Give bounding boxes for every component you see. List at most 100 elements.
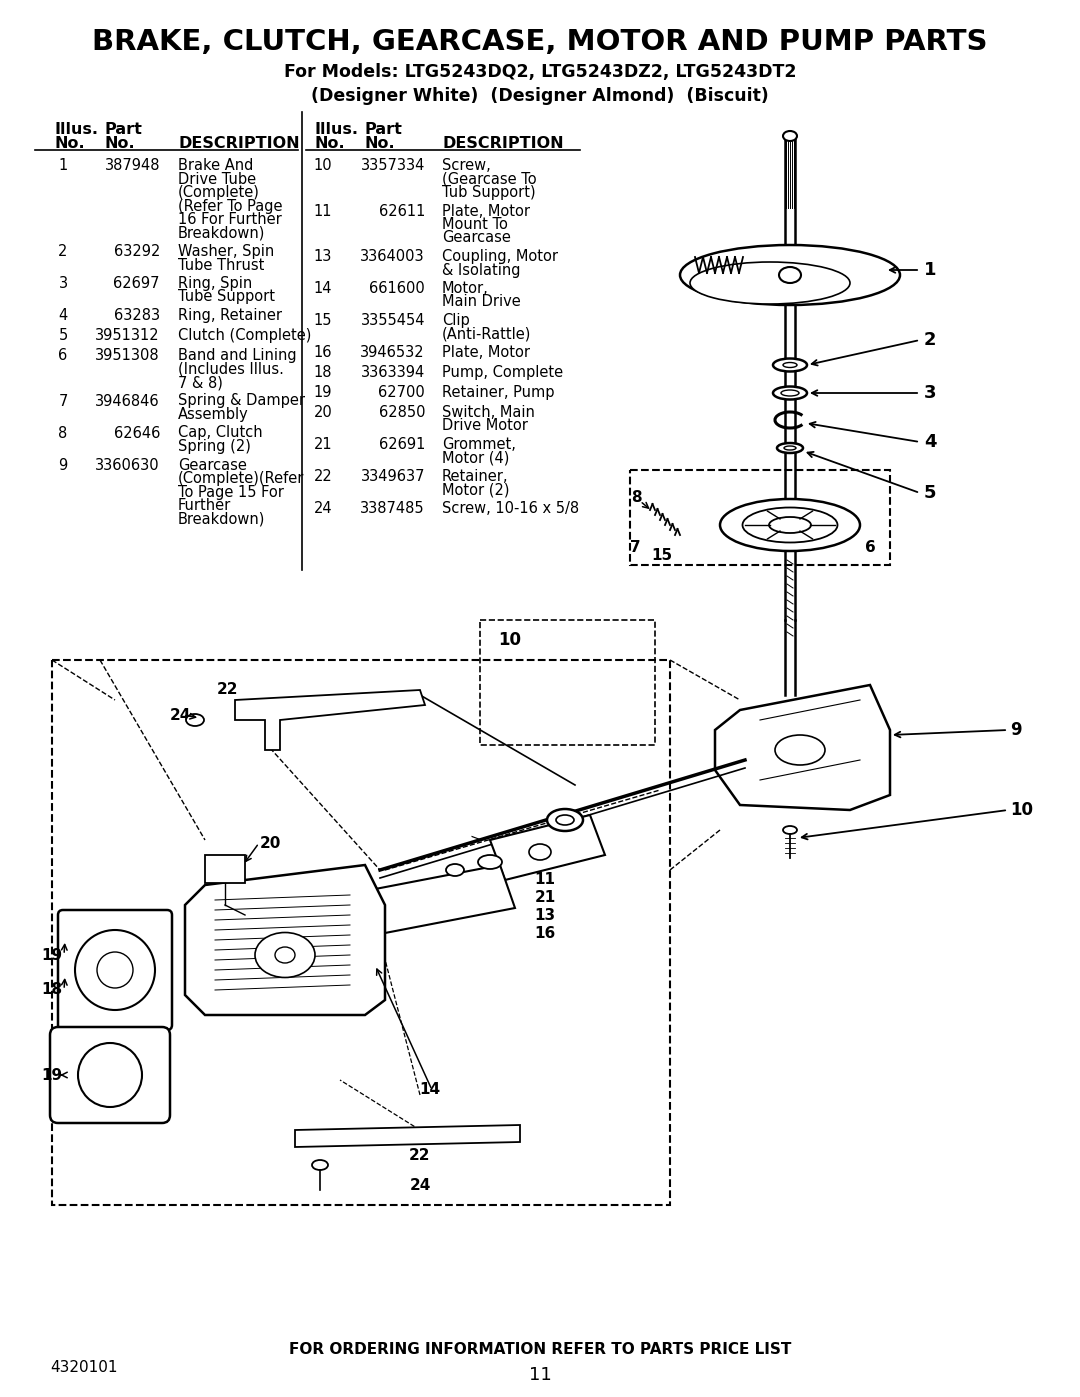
Text: No.: No. xyxy=(365,136,395,151)
Text: Part: Part xyxy=(365,122,403,137)
Text: Grommet,: Grommet, xyxy=(442,437,516,453)
Text: 3363394: 3363394 xyxy=(361,365,426,380)
Text: 13: 13 xyxy=(314,249,333,264)
Text: Screw, 10-16 x 5/8: Screw, 10-16 x 5/8 xyxy=(442,502,579,515)
Text: 16 For Further: 16 For Further xyxy=(178,212,282,226)
Text: 21: 21 xyxy=(535,890,555,905)
Text: Clip: Clip xyxy=(442,313,470,328)
Text: Breakdown): Breakdown) xyxy=(178,225,266,240)
Text: 19: 19 xyxy=(41,1067,62,1083)
Text: 11: 11 xyxy=(535,873,555,887)
Text: 62700: 62700 xyxy=(378,386,426,400)
Text: 24: 24 xyxy=(170,707,191,722)
Text: 2: 2 xyxy=(924,331,936,349)
Ellipse shape xyxy=(773,359,807,372)
Circle shape xyxy=(78,1044,141,1106)
Polygon shape xyxy=(235,690,426,750)
Text: (Designer White)  (Designer Almond)  (Biscuit): (Designer White) (Designer Almond) (Bisc… xyxy=(311,87,769,105)
Text: 10: 10 xyxy=(1010,800,1032,819)
Ellipse shape xyxy=(777,443,804,453)
Text: Pump, Complete: Pump, Complete xyxy=(442,365,563,380)
Bar xyxy=(480,620,654,745)
Ellipse shape xyxy=(781,390,799,395)
Text: 7 & 8): 7 & 8) xyxy=(178,374,222,390)
Bar xyxy=(205,855,245,883)
Ellipse shape xyxy=(783,362,797,367)
Text: 387948: 387948 xyxy=(105,158,160,173)
Text: 19: 19 xyxy=(41,947,62,963)
Text: 3387485: 3387485 xyxy=(361,502,426,515)
Text: 24: 24 xyxy=(409,1178,431,1193)
Ellipse shape xyxy=(478,855,502,869)
Text: (Gearcase To: (Gearcase To xyxy=(442,172,537,187)
Text: To Page 15 For: To Page 15 For xyxy=(178,485,284,500)
Text: Motor (2): Motor (2) xyxy=(442,482,510,497)
Text: 4320101: 4320101 xyxy=(50,1361,118,1376)
Text: 1: 1 xyxy=(924,261,936,279)
Ellipse shape xyxy=(769,517,811,534)
Text: 18: 18 xyxy=(41,982,62,997)
Text: Retainer,: Retainer, xyxy=(442,469,509,483)
Text: DESCRIPTION: DESCRIPTION xyxy=(178,136,299,151)
Bar xyxy=(630,469,890,564)
Text: (Anti-Rattle): (Anti-Rattle) xyxy=(442,327,531,341)
Ellipse shape xyxy=(275,947,295,963)
Text: Breakdown): Breakdown) xyxy=(178,511,266,527)
Text: FOR ORDERING INFORMATION REFER TO PARTS PRICE LIST: FOR ORDERING INFORMATION REFER TO PARTS … xyxy=(288,1343,792,1358)
Text: >: > xyxy=(469,833,481,847)
Text: 6: 6 xyxy=(865,541,876,556)
Text: Plate, Motor: Plate, Motor xyxy=(442,345,530,360)
Text: 3946846: 3946846 xyxy=(95,394,160,408)
Ellipse shape xyxy=(690,263,850,305)
Text: 21: 21 xyxy=(313,437,333,453)
Ellipse shape xyxy=(186,714,204,726)
Text: Switch, Main: Switch, Main xyxy=(442,405,535,420)
Text: 10: 10 xyxy=(313,158,333,173)
Text: 18: 18 xyxy=(314,365,333,380)
Polygon shape xyxy=(295,1125,519,1147)
Text: 63292: 63292 xyxy=(113,244,160,258)
Polygon shape xyxy=(715,685,890,810)
Text: 62691: 62691 xyxy=(379,437,426,453)
Ellipse shape xyxy=(783,826,797,834)
Text: Tube Support: Tube Support xyxy=(178,289,275,305)
Text: For Models: LTG5243DQ2, LTG5243DZ2, LTG5243DT2: For Models: LTG5243DQ2, LTG5243DZ2, LTG5… xyxy=(284,63,796,81)
Text: 16: 16 xyxy=(314,345,333,360)
Text: 5: 5 xyxy=(924,483,936,502)
Text: 7: 7 xyxy=(630,541,640,556)
Text: (Complete)(Refer: (Complete)(Refer xyxy=(178,471,305,486)
Text: 63283: 63283 xyxy=(113,307,160,323)
Text: Assembly: Assembly xyxy=(178,407,248,422)
Text: 6: 6 xyxy=(58,348,68,363)
Ellipse shape xyxy=(784,446,796,450)
Text: 3946532: 3946532 xyxy=(361,345,426,360)
Ellipse shape xyxy=(546,809,583,831)
Text: 11: 11 xyxy=(528,1366,552,1384)
Text: (Includes Illus.: (Includes Illus. xyxy=(178,362,284,377)
Text: Motor (4): Motor (4) xyxy=(442,450,510,465)
Text: Washer, Spin: Washer, Spin xyxy=(178,244,274,258)
Ellipse shape xyxy=(680,244,900,305)
Text: DESCRIPTION: DESCRIPTION xyxy=(442,136,564,151)
Text: Drive Motor: Drive Motor xyxy=(442,419,528,433)
Text: (Refer To Page: (Refer To Page xyxy=(178,198,283,214)
Text: 22: 22 xyxy=(409,1147,431,1162)
Ellipse shape xyxy=(312,1160,328,1171)
Ellipse shape xyxy=(556,814,573,826)
Text: Clutch (Complete): Clutch (Complete) xyxy=(178,328,311,344)
Text: (Complete): (Complete) xyxy=(178,184,260,200)
Text: 62850: 62850 xyxy=(378,405,426,420)
Ellipse shape xyxy=(779,267,801,284)
Ellipse shape xyxy=(775,735,825,766)
Ellipse shape xyxy=(529,844,551,861)
Text: 9: 9 xyxy=(58,457,68,472)
Text: 4: 4 xyxy=(58,307,68,323)
Text: 15: 15 xyxy=(651,549,673,563)
Text: 10: 10 xyxy=(499,631,522,650)
Text: 2: 2 xyxy=(58,244,68,258)
Polygon shape xyxy=(490,814,605,880)
Text: 661600: 661600 xyxy=(369,281,426,296)
Text: 3: 3 xyxy=(58,277,68,291)
Text: Gearcase: Gearcase xyxy=(442,231,511,246)
Text: 3355454: 3355454 xyxy=(361,313,426,328)
